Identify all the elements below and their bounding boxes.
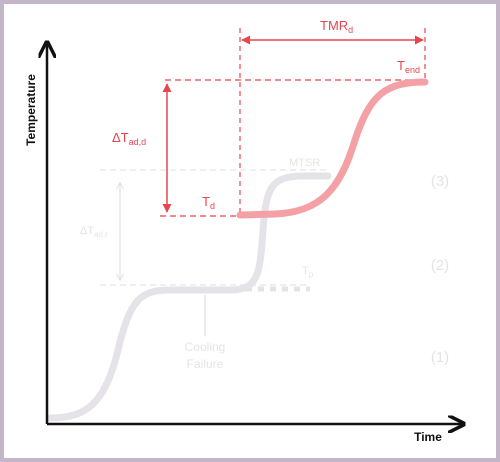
stage-label-3: (3) bbox=[431, 173, 449, 190]
y-axis-label: Temperature bbox=[24, 74, 38, 146]
mtsr-label: MTSR bbox=[289, 157, 320, 169]
cooling-failure-label-line1: Cooling bbox=[185, 340, 226, 354]
x-axis-label: Time bbox=[414, 430, 442, 444]
runaway-curve bbox=[236, 78, 429, 219]
reaction-temperature-curve bbox=[46, 172, 332, 422]
t-p-label: Tp bbox=[302, 265, 314, 279]
stage-label-2: (2) bbox=[431, 257, 449, 274]
cooling-failure-label-line2: Failure bbox=[187, 357, 224, 371]
delta-t-ad-d-label: ΔTad,d bbox=[112, 130, 146, 147]
t-end-label: Tend bbox=[397, 58, 420, 75]
stage-label-1: (1) bbox=[431, 349, 449, 366]
tmr-d-label: TMRd bbox=[320, 18, 353, 35]
delta-t-ad-r-label: ΔTad,r bbox=[80, 225, 108, 239]
t-d-label: Td bbox=[202, 194, 215, 211]
